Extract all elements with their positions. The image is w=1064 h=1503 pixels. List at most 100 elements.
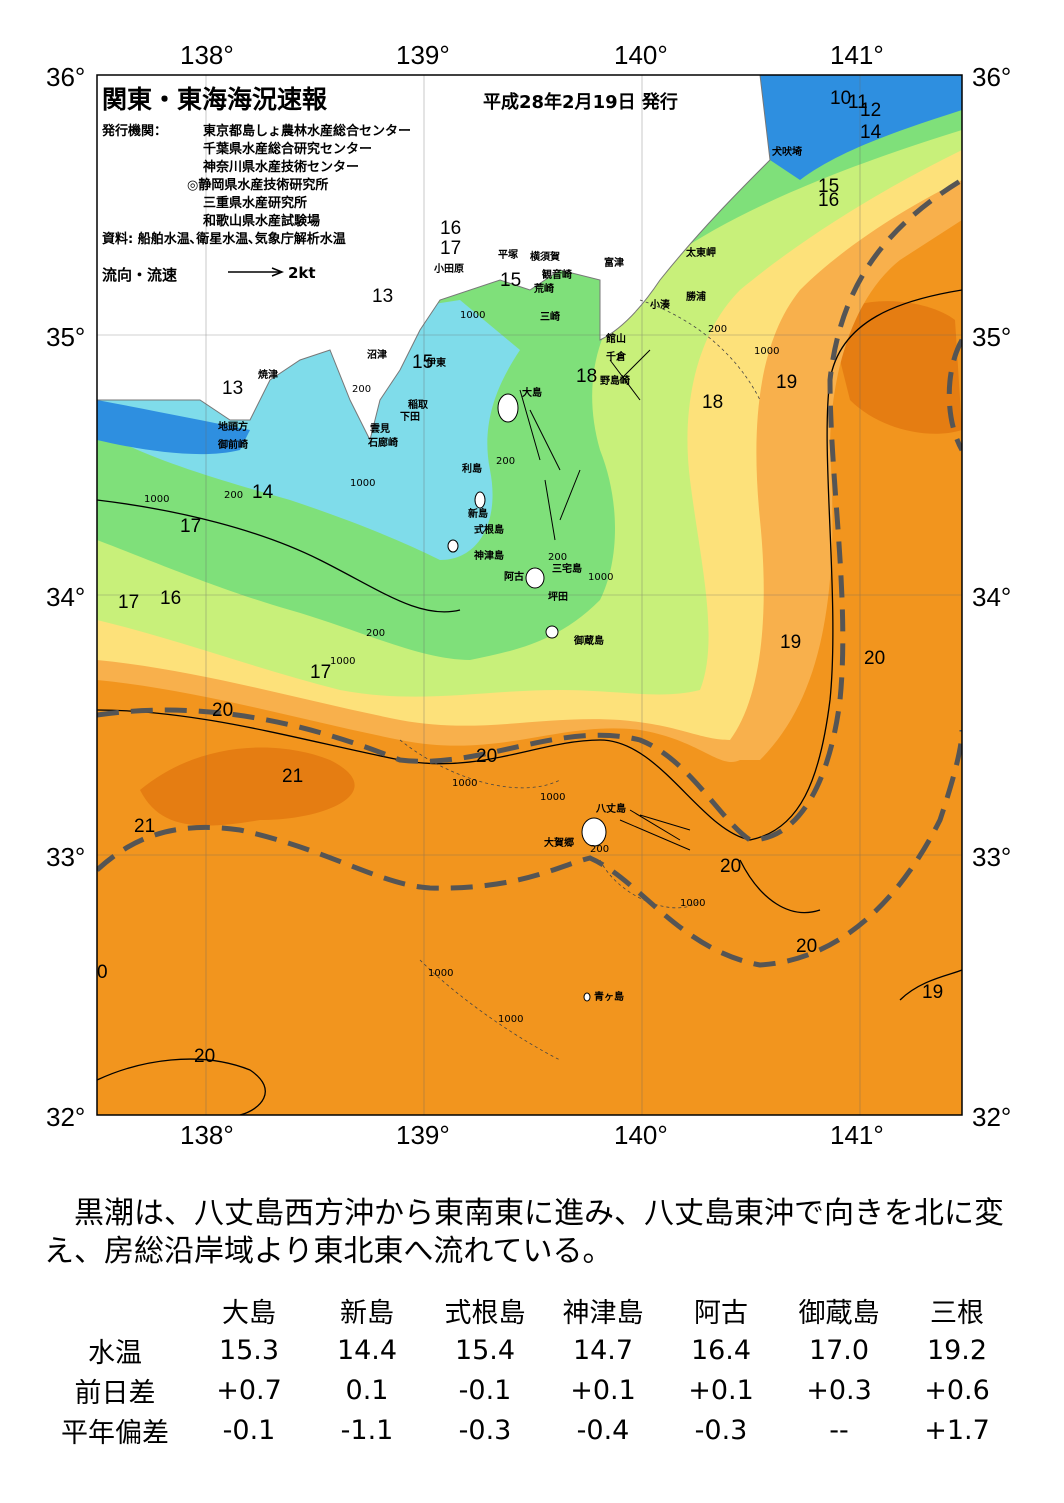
isotherm-label: 14 [860,122,882,143]
station-header: 阿古 [694,1297,748,1329]
table-cell: -0.3 [458,1414,512,1446]
depth-label: 200 [548,552,568,563]
row-label: 前日差 [74,1377,156,1409]
kuroshio-axis-north [97,177,962,843]
table-cell: -0.4 [576,1414,630,1446]
isotherm-label: 17 [440,238,462,259]
place-label: 千倉 [606,352,626,363]
table-cell: 15.3 [218,1334,280,1366]
place-label: 御前崎 [218,440,248,451]
issuer-name: ◎静岡県水産技術研究所 [187,178,329,193]
isotherm-label: 17 [180,516,202,537]
table-corner [40,1290,190,1330]
table-cell: 17.0 [808,1334,870,1366]
isotherm-label: 19 [776,372,798,393]
observation-table: 大島 新島 式根島 神津島 阿古 御蔵島 三根 水温 15.3 14.4 15.… [40,1290,1016,1450]
place-label: 青ヶ島 [594,992,624,1003]
table-cell: +0.6 [924,1374,990,1406]
depth-label: 1000 [452,778,478,789]
isotherm-label: 15 [412,352,434,373]
isotherm-label: 19 [922,982,944,1003]
place-label: 阿古 [504,572,524,583]
warm-core-patch [140,747,355,826]
aogashima-island [583,992,591,1002]
place-label: 太東岬 [686,248,716,259]
isotherm-label: 16 [818,190,840,211]
isotherm-label: 0 [97,962,108,983]
isotherm-label: 17 [310,662,332,683]
lon-bottom-label: 138° [180,1120,234,1150]
table-cell: -1.1 [340,1414,394,1446]
isotherm-label: 20 [720,856,742,877]
current-arrows [519,349,691,851]
place-label: 下田 [400,412,420,423]
depth-label: 200 [366,628,386,639]
oshima-island [497,393,519,423]
place-label: 式根島 [474,525,504,536]
place-label: 荒崎 [534,284,554,295]
table-cell: +0.1 [688,1374,754,1406]
depth-label: 1000 [428,968,454,979]
depth-label: 1000 [350,478,376,489]
table-cell: 15.4 [454,1334,516,1366]
depth-label: 1000 [680,898,706,909]
table-cell: +1.7 [924,1414,990,1446]
place-label: 新島 [468,509,488,520]
sea-temperature-map: 138° 139° 140° 141° 138° 139° 140° 141° … [46,40,1012,1150]
table-cell: -0.1 [458,1374,512,1406]
station-header: 式根島 [444,1297,526,1329]
issuer-name: 三重県水産研究所 [203,196,308,211]
lat-right-label: 34° [972,582,1012,612]
lat-right-label: 35° [972,322,1012,352]
map-frame [96,74,963,1116]
place-label: 大賀郷 [544,838,574,849]
land-area [97,75,771,442]
depth-label: 1000 [330,656,356,667]
isotherm-label: 18 [702,392,724,413]
coldest-water-area [97,400,250,455]
depth-label: 1000 [144,494,170,505]
coldest-water-area [760,75,962,180]
depth-label: 200 [352,384,372,395]
isotherm-label: 21 [134,816,156,837]
place-label: 小湊 [650,300,670,311]
lon-bottom-label: 140° [614,1120,668,1150]
place-label: 犬吠埼 [772,147,802,158]
place-label: 伊東 [426,358,446,369]
place-label: 坪田 [548,592,568,603]
niijima-island [474,491,486,509]
lon-top-label: 138° [180,40,234,70]
isotherm-label: 19 [780,632,802,653]
place-label: 勝浦 [686,292,706,303]
station-header: 大島 [222,1297,276,1329]
place-label: 御蔵島 [574,636,604,647]
place-label: 稲取 [408,400,428,411]
place-label: 小田原 [434,264,464,275]
table-cell: 14.7 [572,1334,634,1366]
lon-top-label: 140° [614,40,668,70]
place-label: 八丈島 [596,804,626,815]
place-label: 焼津 [258,370,278,381]
station-header: 御蔵島 [798,1297,880,1329]
miyakejima-island [525,567,545,589]
legend-label: 流向・流速 [102,266,178,284]
isotherm-label: 18 [576,366,598,387]
isotherm-label: 15 [500,270,522,291]
isotherm-label: 20 [212,700,234,721]
issuer-name: 神奈川県水産技術センター [203,160,360,175]
table-cell: 16.4 [690,1334,752,1366]
table-header-row: 大島 新島 式根島 神津島 阿古 御蔵島 三根 [40,1290,1016,1330]
depth-label: 200 [590,844,610,855]
depth-label: 200 [224,490,244,501]
place-label: 観音崎 [542,270,572,281]
lat-left-label: 32° [46,1102,86,1132]
table-cell: +0.3 [806,1374,872,1406]
row-label: 水温 [88,1337,142,1369]
table-cell: -0.3 [694,1414,748,1446]
description-text: 黒潮は、八丈島西方沖から東南東に進み、八丈島東沖で向きを北に変え、房総沿岸域より… [44,1196,1004,1269]
hachijojima-island [581,817,607,847]
table-cell: +0.1 [570,1374,636,1406]
isotherm-label: 20 [864,648,886,669]
table-row: 前日差 +0.7 0.1 -0.1 +0.1 +0.1 +0.3 +0.6 [40,1370,1016,1410]
depth-label: 200 [496,456,516,467]
